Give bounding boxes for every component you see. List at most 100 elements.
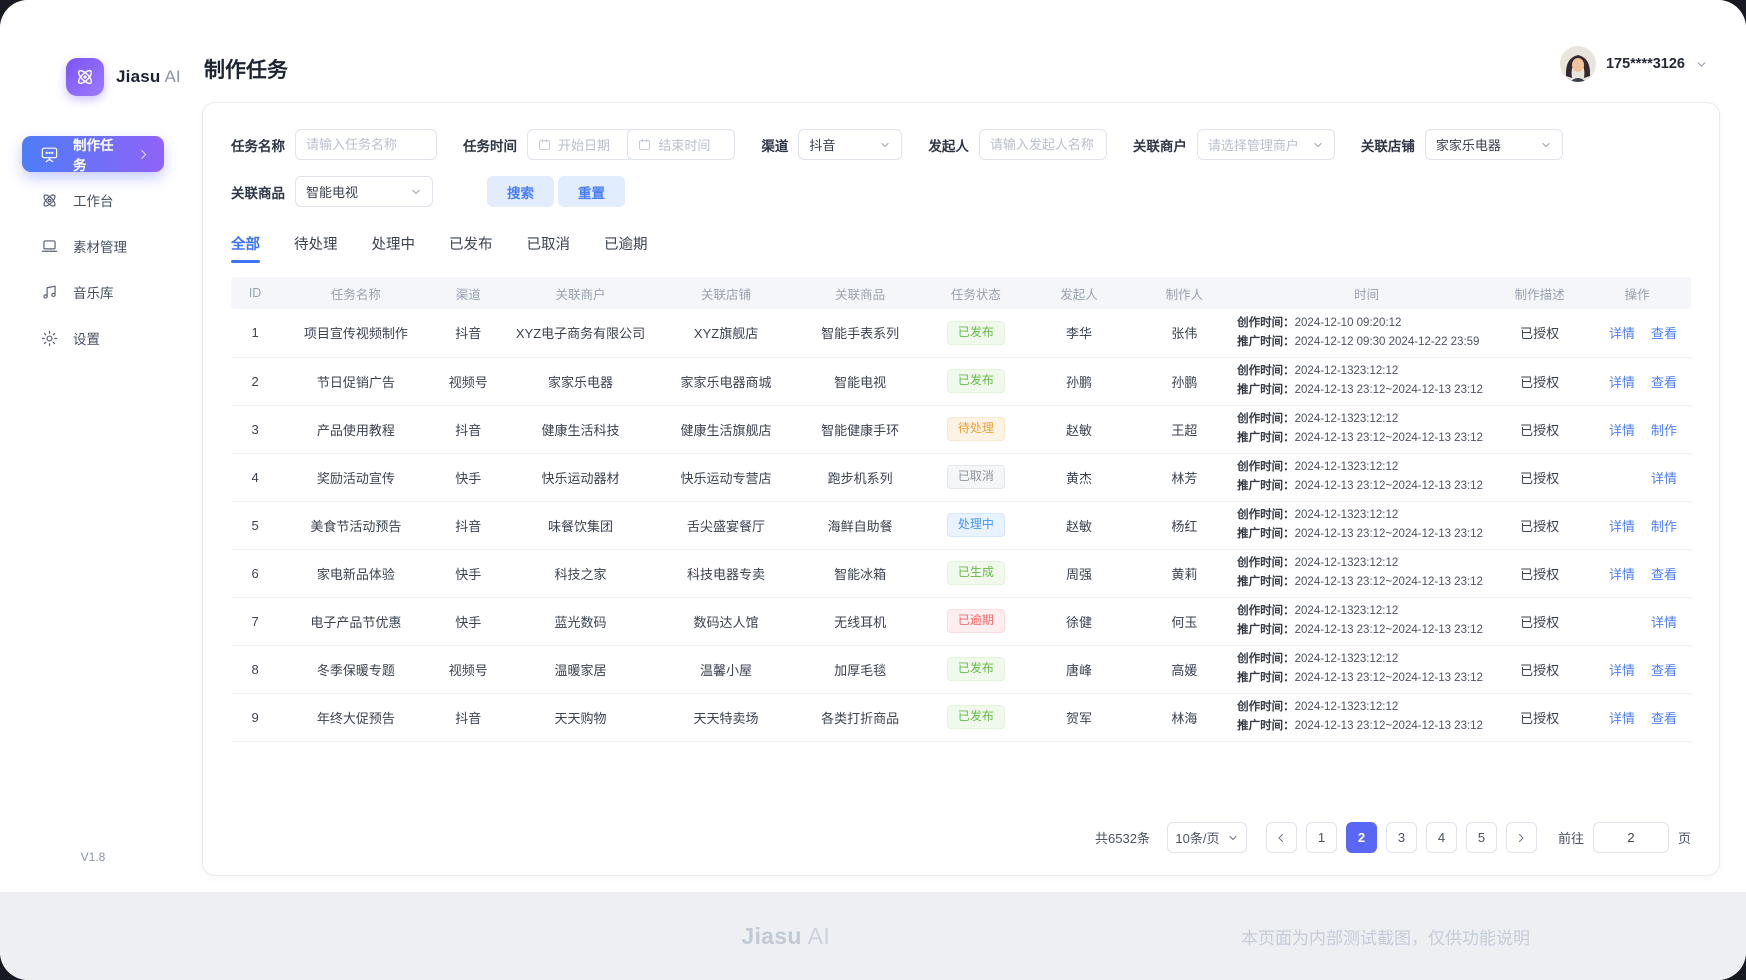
- search-button[interactable]: 搜索: [487, 176, 554, 207]
- action-link[interactable]: 详情: [1650, 470, 1677, 486]
- action-link[interactable]: 详情: [1608, 326, 1635, 342]
- action-link[interactable]: 查看: [1650, 566, 1677, 582]
- reset-button[interactable]: 重置: [558, 176, 625, 207]
- action-link[interactable]: 查看: [1650, 326, 1677, 342]
- action-link[interactable]: 详情: [1608, 374, 1635, 390]
- sidebar-item-label: 制作任务: [73, 138, 114, 173]
- table-body: 1 项目宣传视频制作 抖音 XYZ电子商务有限公司 XYZ旗舰店 智能手表系列 …: [231, 309, 1691, 742]
- sidebar-item-material-management[interactable]: 素材管理: [22, 228, 164, 264]
- tasks-table: ID 任务名称 渠道 关联商户 关联店铺 关联商品 任务状态 发起人 制作人 时…: [231, 277, 1691, 742]
- actions-cell: 详情: [1583, 453, 1691, 502]
- action-link[interactable]: 详情: [1608, 518, 1635, 534]
- cell-store: 舌尖盛宴餐厅: [657, 501, 795, 550]
- cell-task-name: 家电新品体验: [279, 549, 433, 598]
- cell-store: 温馨小屋: [657, 645, 795, 694]
- tab-published[interactable]: 已发布: [449, 237, 493, 253]
- cell-store: 数码达人馆: [657, 597, 795, 646]
- cell-status: 已发布: [925, 309, 1027, 358]
- page-button-1[interactable]: 1: [1305, 822, 1337, 853]
- col-header-merchant: 关联商户: [503, 277, 658, 309]
- col-header-desc: 制作描述: [1496, 277, 1584, 309]
- status-badge: 已发布: [946, 320, 1005, 345]
- sidebar-item-production-tasks[interactable]: 制作任务: [22, 136, 164, 173]
- chevron-down-icon: [881, 142, 889, 147]
- tab-all[interactable]: 全部: [231, 233, 260, 263]
- table-row: 4 奖励活动宣传 快手 快乐运动器材 快乐运动专营店 跑步机系列 已取消 黄杰 …: [231, 453, 1691, 502]
- tab-cancelled[interactable]: 已取消: [526, 237, 571, 253]
- action-link[interactable]: 制作: [1650, 422, 1677, 438]
- action-link[interactable]: 详情: [1608, 422, 1635, 438]
- product-select[interactable]: 智能电视: [295, 176, 433, 207]
- channel-select[interactable]: 抖音: [798, 129, 903, 160]
- prev-page-button[interactable]: [1265, 822, 1297, 853]
- start-date-picker[interactable]: 开始日期: [527, 129, 635, 160]
- create-time-label: 创作时间：: [1237, 557, 1295, 570]
- chevron-down-icon: [1314, 142, 1322, 147]
- create-time-value: 2024-12-1323:12:12: [1294, 461, 1399, 474]
- task-panel: 任务名称 任务时间 开始日期 - 结束时: [202, 102, 1720, 876]
- next-page-button[interactable]: [1505, 822, 1537, 853]
- action-link[interactable]: 详情: [1608, 710, 1635, 726]
- task-name-input[interactable]: [295, 129, 437, 160]
- cell-merchant: 温暖家居: [503, 645, 658, 694]
- tab-processing[interactable]: 处理中: [371, 237, 416, 253]
- action-link[interactable]: 查看: [1650, 662, 1677, 678]
- action-link[interactable]: 详情: [1608, 566, 1635, 582]
- promo-time-value: 2024-12-13 23:12~2024-12-13 23:12: [1294, 624, 1483, 636]
- calendar-icon: [539, 139, 550, 150]
- merchant-select[interactable]: 请选择管理商户: [1196, 129, 1335, 160]
- status-badge: 已发布: [946, 369, 1005, 393]
- page-button-2[interactable]: 2: [1345, 822, 1377, 853]
- cell-channel: 快手: [432, 453, 504, 502]
- store-value: 家家乐电器: [1435, 138, 1501, 153]
- cell-id: 7: [231, 597, 280, 646]
- page-footer: Jiasu AI 本页面为内部测试截图，仅供功能说明: [0, 892, 1746, 980]
- cell-id: 8: [231, 645, 280, 694]
- cell-store: 家家乐电器商城: [657, 357, 795, 406]
- tab-overdue[interactable]: 已逾期: [604, 237, 648, 253]
- page-button-3[interactable]: 3: [1385, 822, 1417, 853]
- create-time-label: 创作时间：: [1237, 413, 1295, 426]
- cell-desc: 已授权: [1496, 549, 1584, 598]
- cell-task-name: 年终大促预告: [279, 693, 433, 742]
- cell-product: 跑步机系列: [794, 453, 926, 502]
- cell-maker: 黄莉: [1131, 549, 1238, 598]
- end-date-picker[interactable]: 结束时间: [627, 129, 736, 160]
- promo-time-label: 推广时间：: [1237, 720, 1295, 732]
- chevron-right-icon: [1519, 833, 1524, 842]
- page-size-select[interactable]: 10条/页: [1166, 822, 1247, 853]
- page-button-5[interactable]: 5: [1465, 822, 1497, 853]
- sidebar-item-label: 音乐库: [73, 286, 114, 301]
- product-value: 智能电视: [306, 185, 359, 200]
- page-button-4[interactable]: 4: [1425, 822, 1457, 853]
- status-badge: 已逾期: [946, 609, 1005, 633]
- cell-channel: 快手: [432, 549, 504, 598]
- calendar-icon: [639, 139, 651, 150]
- sidebar: Jiasu AI 制作任务 工作台 素材管理 音乐库: [0, 0, 186, 892]
- action-link[interactable]: 详情: [1608, 662, 1635, 678]
- app-version: V1.8: [80, 850, 106, 864]
- goto-page-input[interactable]: [1592, 822, 1669, 853]
- action-link[interactable]: 详情: [1650, 614, 1677, 630]
- brand-name: Jiasu: [116, 67, 161, 86]
- cell-status: 已发布: [925, 357, 1027, 406]
- action-link[interactable]: 查看: [1650, 374, 1677, 390]
- sidebar-item-workbench[interactable]: 工作台: [22, 182, 164, 218]
- promo-time-label: 推广时间：: [1237, 528, 1295, 540]
- store-select[interactable]: 家家乐电器: [1424, 129, 1563, 160]
- create-time-label: 创作时间：: [1237, 365, 1295, 378]
- user-menu[interactable]: 175****3126: [1559, 46, 1708, 84]
- sidebar-item-music-library[interactable]: 音乐库: [22, 274, 164, 310]
- initiator-input[interactable]: [978, 129, 1107, 160]
- cell-store: 天天特卖场: [657, 693, 795, 742]
- cell-initiator: 李华: [1026, 309, 1132, 358]
- action-link[interactable]: 查看: [1650, 710, 1677, 726]
- cell-time: 创作时间：2024-12-1323:12:12 推广时间：2024-12-13 …: [1237, 549, 1497, 598]
- action-link[interactable]: 制作: [1650, 518, 1677, 534]
- sidebar-item-settings[interactable]: 设置: [22, 320, 164, 356]
- col-header-channel: 渠道: [432, 277, 504, 309]
- actions-cell: 详情: [1583, 597, 1691, 646]
- cell-maker: 何玉: [1131, 597, 1238, 646]
- tab-pending[interactable]: 待处理: [294, 237, 338, 253]
- cell-task-name: 节日促销广告: [279, 357, 433, 406]
